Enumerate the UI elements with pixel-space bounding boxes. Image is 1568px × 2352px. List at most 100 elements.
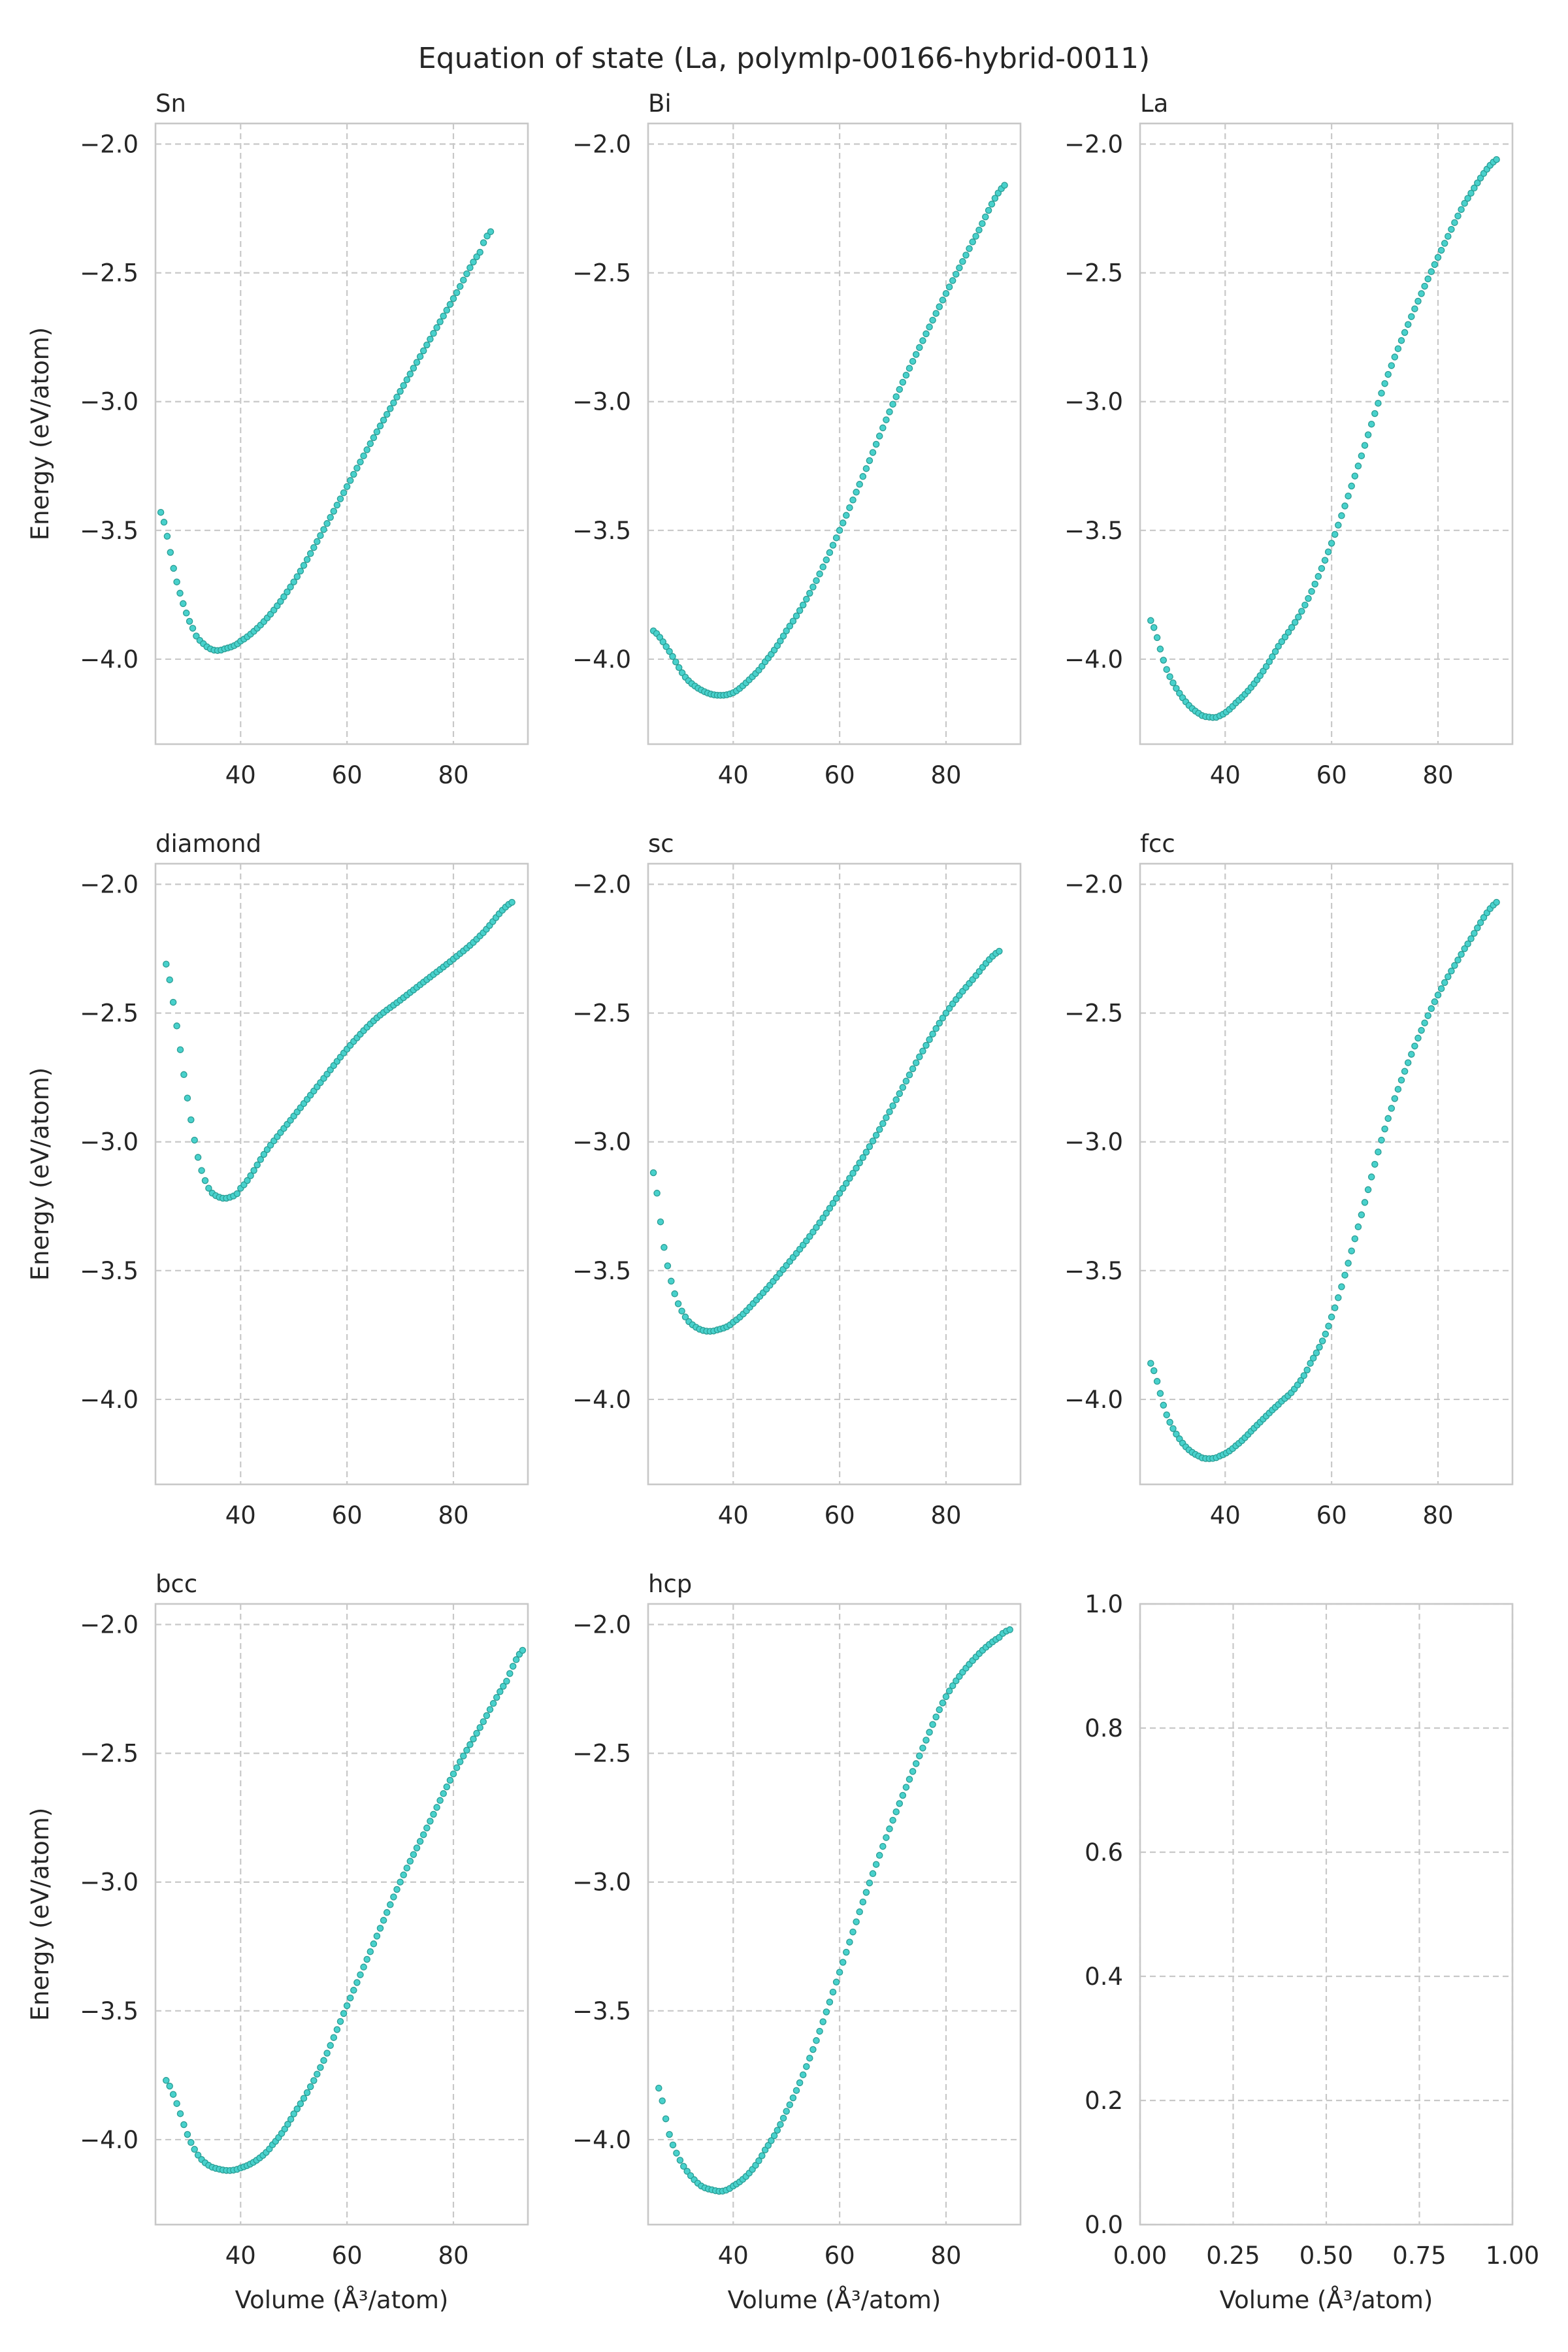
data-point xyxy=(280,593,287,600)
data-point xyxy=(1173,685,1180,692)
data-point xyxy=(413,1844,421,1852)
data-point xyxy=(656,634,664,641)
data-point xyxy=(849,1169,857,1177)
data-point xyxy=(1493,155,1500,163)
data-point xyxy=(919,1047,926,1055)
data-point xyxy=(912,1760,920,1767)
y-tick-label: 1.0 xyxy=(1085,1590,1123,1618)
data-point xyxy=(956,264,963,272)
data-point xyxy=(779,632,787,640)
data-point xyxy=(1325,1322,1332,1330)
data-point xyxy=(1474,924,1481,932)
data-point xyxy=(774,2127,781,2134)
data-point xyxy=(683,2168,691,2175)
subplot-title: Bi xyxy=(648,90,672,118)
data-point xyxy=(176,589,184,597)
data-point xyxy=(410,1851,417,1858)
data-point xyxy=(367,1948,374,1955)
data-point xyxy=(290,2110,297,2117)
plot-area xyxy=(648,123,1021,744)
y-tick-label: −3.0 xyxy=(572,388,631,416)
subplot-bcc: 40 60 80 −2.0 −2.5 −3.0 −3.5 −4.0 bcc Energy (eV/… xyxy=(26,1570,529,2314)
axes-frame xyxy=(1139,122,1514,745)
data-point xyxy=(836,1190,843,1197)
data-point xyxy=(996,947,1003,955)
subplot-hcp: 40 60 80 −2.0 −2.5 −3.0 −3.5 −4.0 hcp Volume (Å³/… xyxy=(572,1570,1022,2314)
data-point xyxy=(886,1108,893,1115)
data-point xyxy=(985,206,992,214)
data-point xyxy=(390,399,397,406)
data-point xyxy=(819,563,826,571)
data-point xyxy=(247,1172,254,1179)
data-point xyxy=(1315,573,1322,580)
data-point xyxy=(1384,1115,1392,1122)
y-tick-label: −4.0 xyxy=(572,2126,631,2154)
data-point xyxy=(939,1699,947,1707)
data-point xyxy=(166,2082,173,2090)
data-point xyxy=(433,1804,440,1811)
x-tick-label: 60 xyxy=(825,2242,855,2270)
data-point xyxy=(310,2077,318,2084)
y-tick-label: 0.2 xyxy=(1085,2087,1123,2115)
data-point xyxy=(816,2027,823,2035)
data-point xyxy=(906,1776,913,1783)
data-point xyxy=(662,643,670,651)
data-point xyxy=(866,1879,874,1887)
data-point xyxy=(1260,668,1267,675)
y-tick-label: −2.0 xyxy=(572,871,631,899)
data-point xyxy=(497,1688,504,1695)
data-point xyxy=(380,1917,387,1924)
data-point xyxy=(297,2100,304,2108)
data-point xyxy=(1341,502,1348,510)
x-tick-label: 60 xyxy=(332,1501,363,1529)
data-point xyxy=(936,1019,943,1027)
data-point xyxy=(1338,1283,1345,1290)
data-point xyxy=(862,1149,870,1156)
data-point xyxy=(896,1090,904,1098)
data-point xyxy=(653,1190,661,1197)
data-point xyxy=(327,514,334,521)
data-point xyxy=(792,2087,800,2094)
y-tick-label: −3.0 xyxy=(80,388,139,416)
data-point xyxy=(1173,1430,1180,1438)
data-point xyxy=(839,1959,847,1966)
data-point xyxy=(1401,329,1409,336)
data-point xyxy=(1160,657,1168,664)
data-point xyxy=(186,617,193,625)
data-point xyxy=(1163,1411,1170,1418)
data-point xyxy=(260,1151,268,1158)
data-point xyxy=(909,1768,917,1775)
data-point xyxy=(376,422,384,430)
data-point xyxy=(400,1871,407,1879)
plot-area xyxy=(1140,864,1512,1484)
data-point xyxy=(373,428,381,436)
data-point xyxy=(752,2161,759,2169)
data-point xyxy=(1471,184,1478,192)
data-point xyxy=(813,577,820,584)
data-point xyxy=(813,2037,820,2044)
data-point xyxy=(310,544,318,551)
data-point xyxy=(796,607,804,614)
subplot-La: 40 60 80 −2.0 −2.5 −3.0 −3.5 −4.0 La xyxy=(1064,90,1514,789)
y-tick-label: −2.5 xyxy=(1064,259,1123,287)
data-point xyxy=(314,538,321,546)
data-point xyxy=(1414,297,1422,305)
data-point xyxy=(416,1838,424,1845)
data-point xyxy=(1434,253,1442,261)
data-point xyxy=(1428,1005,1435,1013)
data-point xyxy=(397,387,404,395)
data-point xyxy=(661,1244,668,1251)
data-point xyxy=(1324,548,1332,555)
data-point xyxy=(872,1132,880,1139)
data-point xyxy=(889,400,896,408)
data-point xyxy=(1147,617,1154,625)
data-point xyxy=(406,1857,414,1865)
data-point xyxy=(899,1791,907,1799)
data-point xyxy=(433,324,440,331)
data-point xyxy=(1156,1390,1164,1397)
axes-frame xyxy=(1139,1603,1514,2226)
data-point xyxy=(519,1646,527,1654)
data-point xyxy=(1361,1199,1369,1206)
data-point xyxy=(826,1999,834,2006)
data-point xyxy=(869,1870,877,1878)
